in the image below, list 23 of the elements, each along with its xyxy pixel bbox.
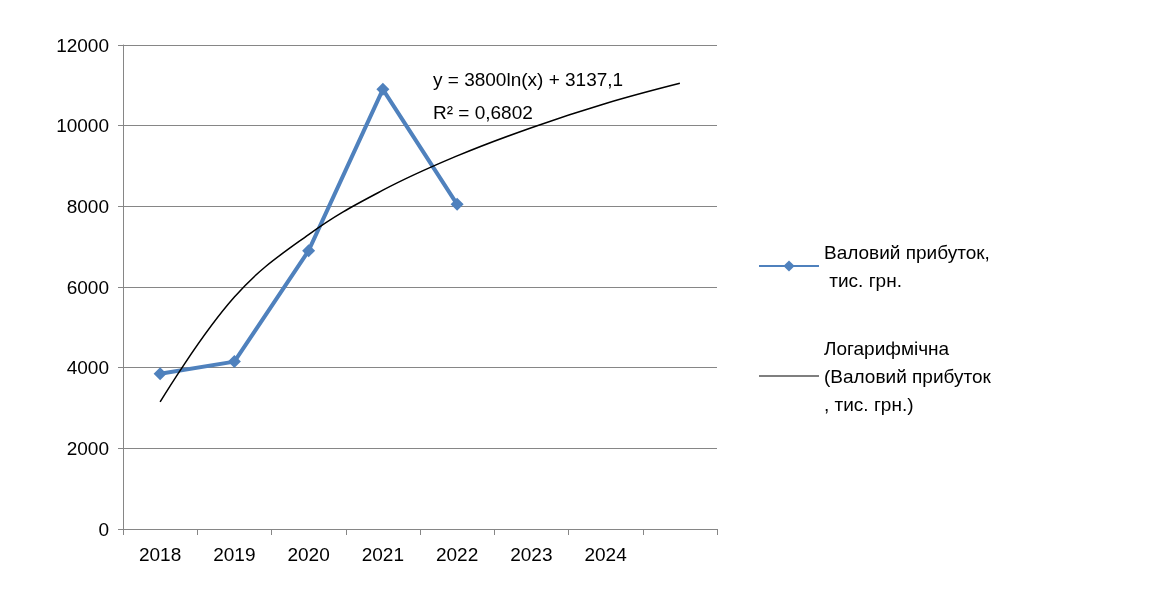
- point: [227, 355, 241, 369]
- x-tick-label: 2020: [287, 544, 330, 565]
- annotation: y = 3800ln(x) + 3137,1: [433, 69, 624, 90]
- y-tick-label: 6000: [66, 276, 109, 298]
- x-tick-label: 2023: [510, 544, 553, 565]
- x-tick-label: 2018: [138, 544, 182, 565]
- legend-label: Валовий прибуток, тис. грн.: [824, 241, 990, 291]
- x-tick-label: 2024: [584, 544, 628, 565]
- y-tick-label: 8000: [66, 195, 109, 217]
- y-tick-label: 10000: [56, 115, 109, 137]
- x-tick-label: 2022: [435, 544, 479, 565]
- x-tick-label: 2021: [361, 544, 405, 565]
- x-tick-label: 2019: [213, 544, 256, 565]
- point: [302, 244, 316, 258]
- y-tick-label: 12000: [56, 34, 109, 56]
- y-tick-label: 2000: [66, 437, 109, 459]
- y-tick-label: 4000: [66, 357, 109, 379]
- y-tick-label: 0: [98, 518, 109, 540]
- point: [376, 82, 390, 96]
- annotation: R² = 0,6802: [433, 102, 533, 123]
- point: [450, 197, 464, 211]
- legend-label: Логарифмічна (Валовий прибуток, тис. грн.): [824, 337, 992, 415]
- point: [153, 367, 167, 381]
